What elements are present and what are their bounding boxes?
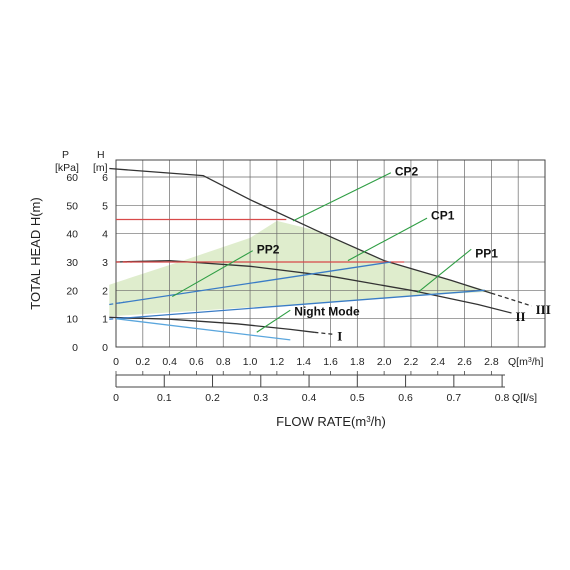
annotation-label-cp2: CP2 — [395, 164, 419, 178]
leader-line-pp1 — [417, 248, 472, 294]
series-line-ii — [115, 259, 512, 314]
q-ls-tick-label: 0.1 — [157, 392, 172, 404]
annotation-label-pp2: PP2 — [257, 242, 280, 256]
operating-area — [109, 220, 492, 317]
q-m3h-tick-label: 2.0 — [377, 356, 392, 368]
series-dash-pp2 — [109, 301, 125, 306]
curve-label-i: I — [337, 329, 342, 344]
p-tick-label: 10 — [66, 314, 78, 326]
annotation-label-night-mode: Night Mode — [294, 305, 360, 319]
series-dash-iii — [491, 292, 532, 307]
q-ls-tick-label: 0.7 — [447, 392, 462, 404]
series-line-i — [109, 316, 315, 333]
series-line-pp2 — [118, 261, 391, 304]
q-m3h-tick-label: 0.2 — [136, 356, 151, 368]
q-m3h-tick-label: 0.8 — [216, 356, 231, 368]
curve-label-iii: III — [536, 302, 551, 317]
h-tick-label: 6 — [102, 172, 108, 184]
q-ls-tick-label: 0.2 — [205, 392, 220, 404]
p-axis-unit: [kPa] — [55, 162, 79, 174]
leader-line-pp2 — [172, 250, 254, 298]
x-axis-title: FLOW RATE(m3/h) — [276, 414, 386, 429]
q-ls-tick-label: 0.4 — [302, 392, 317, 404]
h-tick-label: 0 — [102, 342, 108, 354]
q-m3h-tick-label: 2.2 — [404, 356, 419, 368]
p-tick-label: 60 — [66, 172, 78, 184]
p-tick-label: 50 — [66, 200, 78, 212]
q-ls-tick-label: 0.6 — [398, 392, 413, 404]
q-m3h-tick-label: 2.8 — [484, 356, 499, 368]
q-m3h-unit: Q[m3/h] — [508, 356, 544, 368]
q-ls-tick-label: 0.5 — [350, 392, 365, 404]
q-m3h-tick-label: 1.4 — [296, 356, 311, 368]
h-tick-label: 2 — [102, 285, 108, 297]
leader-line-cp2 — [292, 172, 392, 222]
p-tick-label: 0 — [72, 342, 78, 354]
leader-line-night-mode — [256, 309, 291, 333]
q-m3h-tick-label: 1.2 — [270, 356, 285, 368]
series-ii — [115, 259, 512, 314]
chart-series — [109, 167, 532, 341]
q-m3h-tick-label: 1.0 — [243, 356, 258, 368]
annotation-label-cp1: CP1 — [431, 208, 455, 222]
p-tick-label: 40 — [66, 229, 78, 241]
q-ls-unit: Q[l/s] — [512, 392, 537, 404]
q-ls-tick-label: 0.3 — [253, 392, 268, 404]
q-ls-tick-label: 0 — [113, 392, 119, 404]
h-axis-symbol: H — [97, 149, 105, 161]
plot-frame — [115, 159, 546, 348]
h-tick-label: 1 — [102, 314, 108, 326]
series-pp2 — [109, 261, 391, 306]
q-m3h-tick-label: 0.4 — [162, 356, 177, 368]
series-line-pp1 — [115, 289, 485, 320]
series-iii — [109, 167, 532, 307]
p-tick-label: 20 — [66, 285, 78, 297]
operating-area-fill — [109, 220, 492, 317]
y-axis-title: TOTAL HEAD H(m) — [28, 197, 43, 309]
chart-grid — [115, 159, 546, 348]
q-ls-tick-label: 0.8 — [495, 392, 510, 404]
p-axis-symbol: P — [62, 149, 69, 161]
q-m3h-tick-label: 1.8 — [350, 356, 365, 368]
series-i — [109, 316, 334, 335]
q-m3h-tick-label: 0 — [113, 356, 119, 368]
q-m3h-tick-label: 0.6 — [189, 356, 204, 368]
q-m3h-tick-label: 2.4 — [430, 356, 445, 368]
series-night-mode — [115, 318, 291, 341]
series-dash-i — [314, 331, 334, 335]
annotation-label-pp1: PP1 — [475, 247, 498, 261]
curve-label-ii: II — [516, 309, 526, 324]
h-axis-unit: [m] — [93, 162, 108, 174]
p-tick-label: 30 — [66, 257, 78, 269]
h-tick-label: 3 — [102, 257, 108, 269]
h-tick-label: 5 — [102, 200, 108, 212]
series-line-iii — [109, 167, 492, 294]
series-line-night-mode — [115, 318, 291, 341]
h-tick-label: 4 — [102, 229, 108, 241]
q-m3h-tick-label: 2.6 — [457, 356, 472, 368]
q-m3h-tick-label: 1.6 — [323, 356, 338, 368]
leader-line-cp1 — [347, 217, 428, 262]
